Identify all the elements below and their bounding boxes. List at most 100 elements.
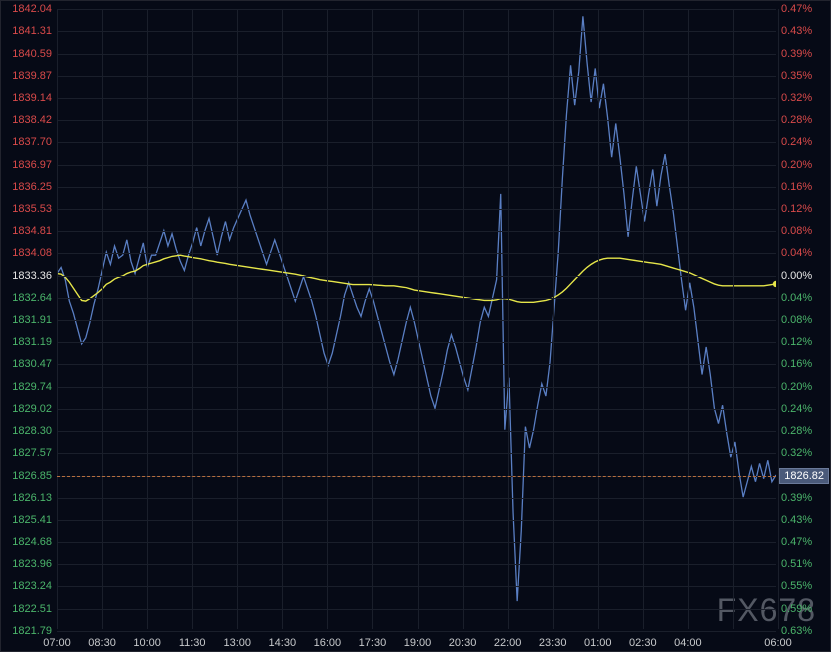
gridline-v [282, 9, 283, 629]
gridline-v [372, 9, 373, 629]
y-left-tick: 1838.42 [6, 114, 52, 126]
plot-area [57, 9, 776, 629]
y-right-tick: 0.32% [781, 447, 825, 459]
y-left-tick: 1836.97 [6, 159, 52, 171]
y-right-tick: 0.59% [781, 603, 825, 615]
x-tick: 07:00 [43, 637, 71, 649]
y-left-tick: 1828.30 [6, 425, 52, 437]
y-right-tick: 0.24% [781, 136, 825, 148]
y-left-tick: 1827.57 [6, 447, 52, 459]
gridline-h [57, 54, 776, 55]
x-tick: 06:00 [764, 637, 792, 649]
y-right-tick: 0.51% [781, 558, 825, 570]
y-right-tick: 0.35% [781, 70, 825, 82]
y-right-tick: 0.28% [781, 114, 825, 126]
y-left-tick: 1832.64 [6, 292, 52, 304]
y-left-tick: 1826.85 [6, 470, 52, 482]
y-right-tick: 0.04% [781, 247, 825, 259]
gridline-h [57, 542, 776, 543]
gridline-h [57, 31, 776, 32]
y-left-tick: 1823.96 [6, 558, 52, 570]
y-right-tick: 0.16% [781, 181, 825, 193]
y-left-tick: 1824.68 [6, 536, 52, 548]
gridline-v [553, 9, 554, 629]
gridline-h [57, 142, 776, 143]
x-tick: 04:00 [674, 637, 702, 649]
gridline-h [57, 253, 776, 254]
y-left-tick: 1836.25 [6, 181, 52, 193]
y-left-tick: 1840.59 [6, 48, 52, 60]
y-right-tick: 0.43% [781, 25, 825, 37]
ma-series [57, 255, 776, 302]
gridline-v [643, 9, 644, 629]
gridline-h [57, 498, 776, 499]
gridline-h [57, 342, 776, 343]
y-right-tick: 0.55% [781, 580, 825, 592]
gridline-v [57, 9, 58, 629]
gridline-h [57, 364, 776, 365]
x-tick: 22:00 [494, 637, 522, 649]
gridline-h [57, 520, 776, 521]
gridline-h [57, 98, 776, 99]
y-right-tick: 0.08% [781, 314, 825, 326]
y-left-tick: 1825.41 [6, 514, 52, 526]
gridline-h [57, 609, 776, 610]
price-chart: FX678 1842.041841.311840.591839.871839.1… [0, 0, 831, 652]
y-left-tick: 1837.70 [6, 136, 52, 148]
gridline-h [57, 76, 776, 77]
gridline-h [57, 9, 776, 10]
y-left-tick: 1821.79 [6, 625, 52, 637]
y-left-tick: 1831.19 [6, 336, 52, 348]
gridline-h [57, 120, 776, 121]
y-right-tick: 0.20% [781, 381, 825, 393]
gridline-h [57, 409, 776, 410]
y-left-tick: 1834.08 [6, 247, 52, 259]
y-right-tick: 0.28% [781, 425, 825, 437]
x-tick: 02:30 [629, 637, 657, 649]
y-left-tick: 1834.81 [6, 225, 52, 237]
y-right-tick: 0.00% [781, 270, 825, 282]
y-left-tick: 1835.53 [6, 203, 52, 215]
x-tick: 11:30 [179, 637, 206, 649]
y-right-tick: 0.04% [781, 292, 825, 304]
y-right-tick: 0.08% [781, 225, 825, 237]
y-left-tick: 1839.14 [6, 92, 52, 104]
y-right-tick: 0.47% [781, 536, 825, 548]
gridline-h [57, 631, 776, 632]
y-right-tick: 0.47% [781, 3, 825, 15]
y-left-tick: 1842.04 [6, 3, 52, 15]
price-series [57, 16, 776, 601]
y-left-tick: 1823.24 [6, 580, 52, 592]
gridline-h [57, 387, 776, 388]
gridline-v [192, 9, 193, 629]
x-tick: 19:00 [404, 637, 432, 649]
gridline-h [57, 564, 776, 565]
gridline-h [57, 209, 776, 210]
gridline-v [418, 9, 419, 629]
x-tick: 20:30 [449, 637, 477, 649]
gridline-v [778, 9, 779, 629]
x-tick: 17:30 [359, 637, 387, 649]
y-right-tick: 0.39% [781, 492, 825, 504]
y-right-tick: 0.20% [781, 159, 825, 171]
gridline-h [57, 431, 776, 432]
gridline-v [463, 9, 464, 629]
gridline-v [508, 9, 509, 629]
x-tick: 01:00 [584, 637, 612, 649]
y-left-tick: 1830.47 [6, 358, 52, 370]
y-right-tick: 0.24% [781, 403, 825, 415]
gridline-h [57, 276, 776, 277]
y-left-tick: 1829.74 [6, 381, 52, 393]
gridline-v [102, 9, 103, 629]
gridline-v [327, 9, 328, 629]
plot-svg [57, 9, 776, 629]
x-tick: 08:30 [88, 637, 116, 649]
y-right-tick: 0.16% [781, 358, 825, 370]
gridline-v [733, 9, 734, 629]
y-right-tick: 0.12% [781, 336, 825, 348]
gridline-h [57, 298, 776, 299]
gridline-v [237, 9, 238, 629]
x-tick: 23:30 [539, 637, 567, 649]
gridline-h [57, 231, 776, 232]
x-tick: 13:00 [223, 637, 251, 649]
